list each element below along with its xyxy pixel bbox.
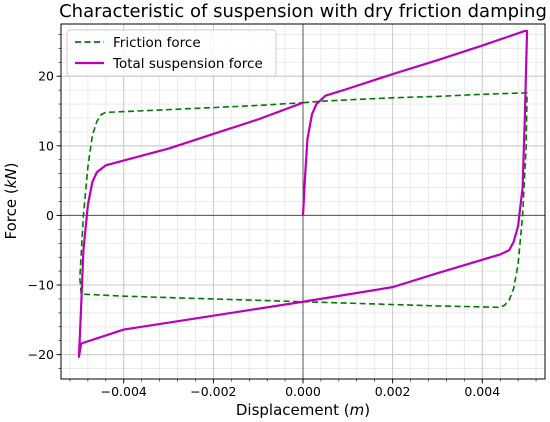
x-axis-label-unit: m <box>350 401 365 419</box>
legend-label-friction-force: Friction force <box>113 35 201 51</box>
x-axis-label-name: Displacement <box>236 401 339 419</box>
series-line-total-suspension-force <box>77 29 529 358</box>
y-axis-label-close: ) <box>2 163 20 169</box>
y-axis-label-unit: kN <box>2 168 20 188</box>
y-tick-label: −20 <box>28 347 54 362</box>
series-line-friction-force <box>79 92 528 309</box>
plot-series <box>77 29 529 358</box>
x-tick-label: 0.000 <box>285 384 321 399</box>
x-tick-label: 0.002 <box>375 384 411 399</box>
y-tick-label: 20 <box>38 69 54 84</box>
x-axis-label-open: ( <box>339 401 350 419</box>
axis-ticks: −0.004 −0.002 0.000 0.002 0.004 −20 −10 0 10 20 <box>28 34 537 399</box>
x-tick-label: −0.004 <box>101 384 147 399</box>
x-tick-label: −0.002 <box>190 384 236 399</box>
y-tick-label: 0 <box>46 208 54 223</box>
chart-title: Characteristic of suspension with dry fr… <box>59 1 547 22</box>
legend: Friction force Total suspension force <box>66 29 277 77</box>
y-axis-label-name: Force <box>2 199 20 240</box>
x-axis-label-close: ) <box>364 401 370 419</box>
x-axis-label: Displacement (m) <box>236 401 370 419</box>
x-tick-label: 0.004 <box>464 384 500 399</box>
y-tick-label: −10 <box>28 278 54 293</box>
y-axis-label-open: ( <box>2 188 20 199</box>
y-axis-label: Force (kN) <box>2 163 20 240</box>
y-tick-label: 10 <box>38 138 54 153</box>
legend-box <box>66 29 277 77</box>
legend-label-total-suspension-force: Total suspension force <box>112 56 263 72</box>
